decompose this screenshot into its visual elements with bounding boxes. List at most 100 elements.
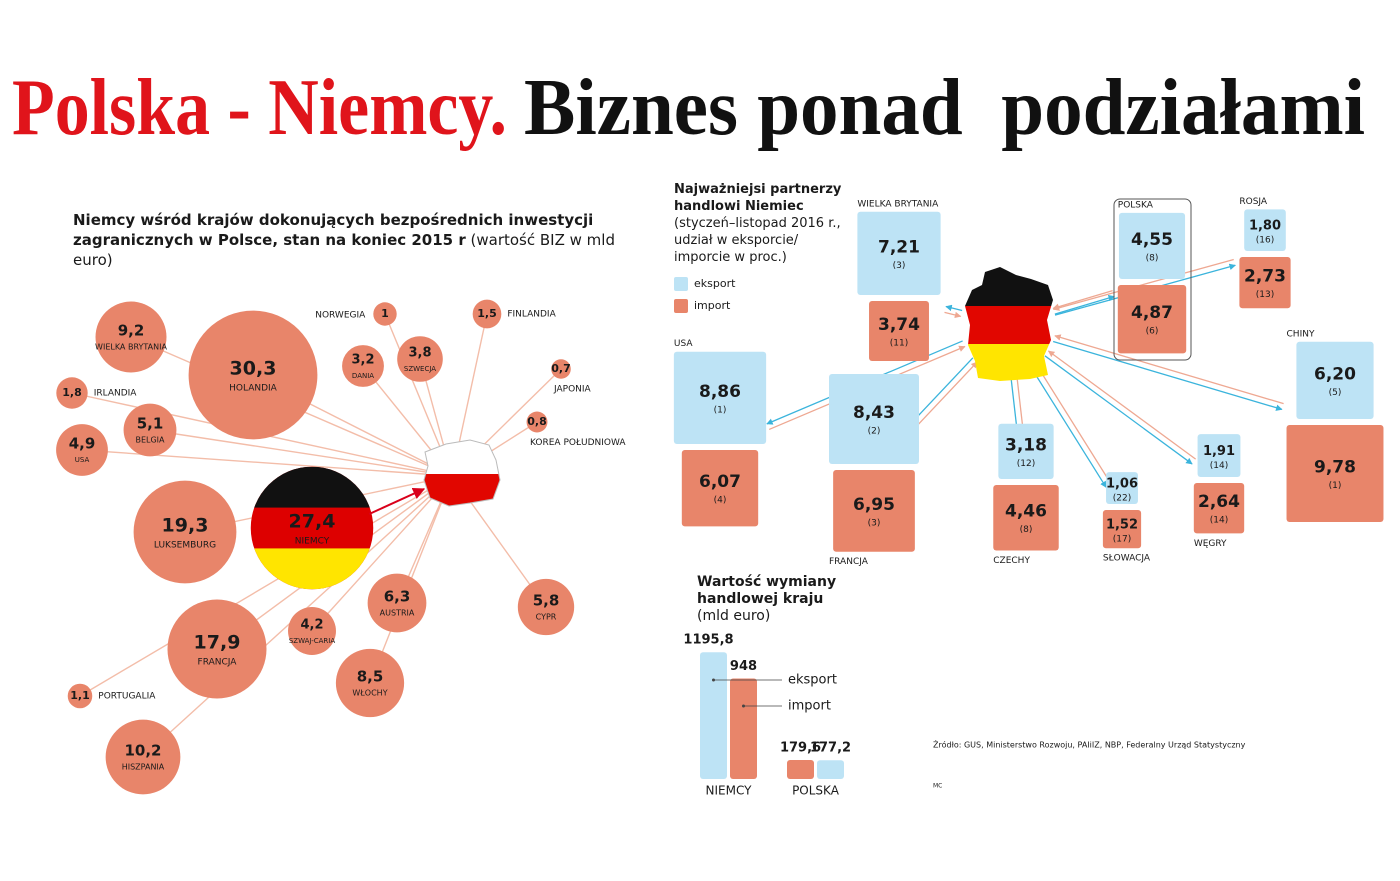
bar (787, 759, 814, 779)
country-label: WŁOCHY (352, 689, 387, 698)
trade-subtitle: (styczeń–listopad 2016 r., udział w eksp… (674, 216, 841, 265)
import-box (869, 301, 929, 361)
rank-label: (16) (1256, 236, 1274, 246)
bubble (342, 345, 384, 387)
import-arrow (1035, 363, 1112, 485)
import-arrow (910, 361, 978, 433)
bubble-title-block: Niemcy wśród krajów dokonujących bezpośr… (73, 210, 633, 270)
rank-label: (5) (1329, 388, 1342, 398)
country-label: CZECHY (993, 556, 1030, 566)
value-label: 3,18 (1005, 435, 1047, 455)
author: MC (933, 783, 942, 790)
value-label: 4,87 (1131, 303, 1173, 323)
export-box (1106, 472, 1138, 504)
value-label: 4,2 (300, 618, 323, 633)
country-label: CHINY (1287, 329, 1315, 339)
exchange-subtitle: (mld euro) (697, 608, 771, 624)
value-label: 8,86 (699, 382, 741, 402)
connector-line (79, 475, 453, 697)
legend-swatch (674, 299, 688, 313)
category-label: POLSKA (792, 784, 840, 798)
import-box (681, 450, 759, 527)
bubble-title: Niemcy wśród krajów dokonujących bezpośr… (73, 211, 594, 249)
value-label: 8,5 (357, 668, 384, 686)
value-label: 5,8 (533, 592, 560, 610)
export-box (998, 423, 1054, 479)
value-label: 3,2 (351, 353, 374, 368)
rank-label: (4) (714, 496, 727, 506)
bubble (397, 336, 443, 382)
legend-label: import (694, 299, 731, 312)
import-box (993, 485, 1059, 551)
bubble (56, 377, 88, 409)
value-label: 177,2 (810, 741, 851, 756)
country-label: POLSKA (1118, 200, 1154, 210)
import-box (1286, 425, 1384, 522)
value-label: 10,2 (124, 742, 161, 760)
value-label: 27,4 (289, 511, 336, 533)
bubble (526, 411, 548, 433)
country-label: WIELKA BRYTANIA (857, 199, 939, 209)
poland-frame (1113, 198, 1192, 361)
rank-label: (1) (714, 405, 727, 415)
value-label: 6,20 (1314, 364, 1356, 384)
rank-label: (14) (1210, 516, 1228, 526)
value-label: 6,07 (699, 472, 741, 492)
bubble (133, 480, 237, 584)
country-label: FINLANDIA (507, 310, 556, 320)
value-label: 17,9 (194, 632, 241, 654)
value-label: 4,46 (1005, 502, 1047, 522)
value-label: 2,64 (1198, 492, 1240, 512)
bubble (67, 683, 93, 709)
value-label: 19,3 (162, 515, 209, 537)
value-label: 9,2 (118, 322, 145, 340)
value-label: 1195,8 (683, 633, 733, 648)
rank-label: (12) (1017, 459, 1035, 469)
bubble (373, 302, 397, 326)
legend-label: eksport (694, 277, 736, 290)
export-box (1244, 209, 1286, 251)
export-arrow (1030, 366, 1107, 488)
export-box (1197, 434, 1241, 477)
title-black: Biznes ponad podziałami (524, 64, 1365, 152)
value-label: 30,3 (230, 358, 277, 380)
value-label: 1 (381, 307, 389, 320)
value-label: 5,1 (137, 415, 164, 433)
import-arrow (1052, 290, 1113, 310)
germany-arrow (368, 488, 426, 515)
rank-label: (8) (1020, 525, 1033, 535)
rank-label: (14) (1210, 461, 1228, 471)
rank-label: (11) (890, 338, 908, 348)
bar (817, 760, 844, 779)
country-label: HOLANDIA (229, 384, 278, 394)
bubble (517, 578, 575, 636)
bubble (95, 301, 167, 373)
import-box (1102, 510, 1142, 549)
bubble (367, 573, 427, 633)
germany-map (965, 267, 1053, 381)
export-arrow (1052, 340, 1283, 411)
country-label: LUKSEMBURG (154, 541, 216, 551)
trade-boxes: 7,21 (3) 3,74 (11) WIELKA BRYTANIA 4,55 (8) 4,8… (673, 197, 1384, 567)
value-label: 8,43 (853, 403, 895, 423)
value-label: 1,06 (1106, 477, 1138, 492)
connector-line (311, 475, 453, 632)
country-label: SZWAJ-CARIA (289, 637, 336, 645)
bubble (188, 310, 318, 440)
export-box (1118, 212, 1186, 279)
import-box (1193, 483, 1245, 534)
bar (730, 678, 757, 779)
value-label: 1,52 (1106, 518, 1138, 533)
import-arrow (944, 311, 962, 319)
category-label: NIEMCY (706, 784, 753, 798)
rank-label: (8) (1146, 253, 1159, 263)
import-arrow (1054, 334, 1284, 405)
value-label: 3,74 (878, 315, 920, 335)
country-label: USA (674, 339, 693, 349)
import-box (1239, 257, 1291, 309)
country-label: HISZPANIA (122, 763, 165, 772)
rank-label: (3) (893, 261, 906, 271)
value-label: 4,9 (69, 435, 96, 453)
country-label: FRANCJA (829, 557, 869, 567)
